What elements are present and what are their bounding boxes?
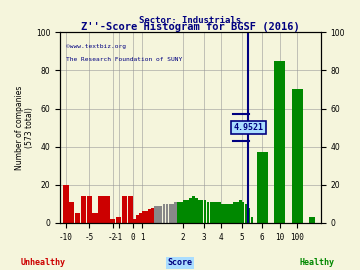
Bar [221, 204, 224, 223]
Bar [163, 204, 165, 223]
Text: Unhealthy: Unhealthy [21, 258, 66, 267]
Bar [245, 204, 247, 223]
Bar [251, 217, 253, 223]
Bar [81, 196, 86, 223]
Bar [195, 198, 198, 223]
Text: Healthy: Healthy [299, 258, 334, 267]
Text: Sector: Industrials: Sector: Industrials [139, 16, 242, 25]
Bar [168, 204, 171, 223]
Bar [166, 204, 168, 223]
Bar [219, 202, 221, 223]
Bar [151, 208, 154, 223]
Bar [87, 196, 92, 223]
Bar [110, 219, 116, 223]
Bar [239, 200, 242, 223]
Bar [180, 202, 183, 223]
Bar [104, 196, 109, 223]
Bar [242, 202, 244, 223]
Bar [93, 213, 98, 223]
Bar [128, 196, 133, 223]
Title: Z''-Score Histogram for BGSF (2016): Z''-Score Histogram for BGSF (2016) [81, 22, 300, 32]
Bar [157, 206, 159, 223]
Bar [207, 202, 209, 223]
Bar [148, 210, 151, 223]
Bar [171, 204, 174, 223]
Bar [309, 217, 315, 223]
Bar [230, 204, 233, 223]
Bar [257, 152, 267, 223]
Bar [292, 89, 303, 223]
Bar [98, 196, 104, 223]
Y-axis label: Number of companies
(573 total): Number of companies (573 total) [15, 85, 35, 170]
Bar [248, 208, 250, 223]
Bar [233, 202, 236, 223]
Bar [174, 202, 177, 223]
Text: ©www.textbiz.org: ©www.textbiz.org [66, 44, 126, 49]
Bar [122, 196, 127, 223]
Bar [145, 211, 148, 223]
Bar [63, 185, 68, 223]
Bar [189, 198, 192, 223]
Bar [177, 202, 180, 223]
Bar [201, 200, 203, 223]
Bar [69, 202, 75, 223]
Bar [139, 213, 142, 223]
Bar [215, 202, 218, 223]
Bar [210, 202, 212, 223]
Bar [186, 200, 189, 223]
Text: The Research Foundation of SUNY: The Research Foundation of SUNY [66, 57, 182, 62]
Text: Score: Score [167, 258, 193, 267]
Bar [198, 200, 201, 223]
Bar [224, 204, 227, 223]
Bar [204, 200, 206, 223]
Bar [154, 206, 157, 223]
Bar [133, 219, 136, 223]
Bar [227, 204, 230, 223]
Text: 4.9521: 4.9521 [234, 123, 264, 132]
Bar [160, 206, 162, 223]
Bar [274, 61, 285, 223]
Bar [183, 200, 186, 223]
Bar [136, 215, 139, 223]
Bar [192, 196, 195, 223]
Bar [142, 211, 145, 223]
Bar [75, 213, 80, 223]
Bar [236, 202, 239, 223]
Bar [116, 217, 121, 223]
Bar [212, 202, 215, 223]
